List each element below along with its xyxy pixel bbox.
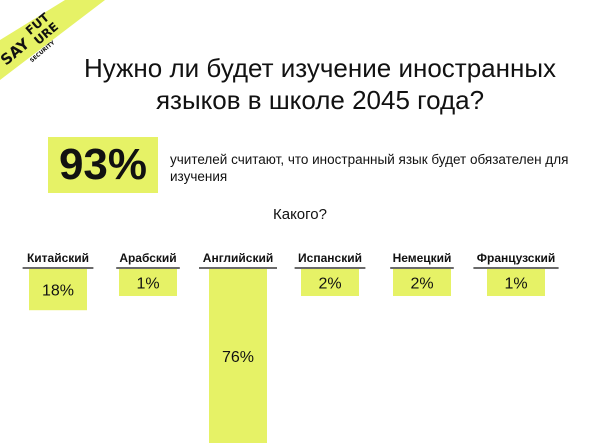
logo-yellow-band	[0, 0, 105, 80]
value-label: 18%	[42, 283, 74, 300]
chart-subtitle: Какого?	[273, 206, 327, 223]
value-label: 76%	[222, 349, 254, 366]
category-label: Испанский	[298, 251, 362, 265]
page-title: Нужно ли будет изучение иностранных язык…	[83, 53, 557, 115]
say-future-logo: SAY FUT URE SECURITY	[0, 0, 105, 80]
category-label: Французский	[477, 251, 556, 265]
bar	[393, 269, 451, 296]
stat-description: учителей считают, что иностранный язык б…	[170, 152, 569, 184]
bar	[119, 269, 177, 296]
category-label: Китайский	[27, 251, 89, 265]
value-label: 2%	[410, 276, 433, 293]
stat-value: 93%	[58, 140, 148, 189]
value-label: 2%	[318, 276, 341, 293]
value-label: 1%	[136, 276, 159, 293]
stat-highlight-box: 93%	[48, 137, 158, 193]
bar	[301, 269, 359, 296]
bar	[487, 269, 545, 296]
bar	[29, 269, 87, 311]
category-label: Арабский	[119, 251, 176, 265]
category-label: Английский	[203, 251, 273, 265]
bar	[209, 269, 267, 443]
category-label: Немецкий	[393, 251, 452, 265]
value-label: 1%	[504, 276, 527, 293]
